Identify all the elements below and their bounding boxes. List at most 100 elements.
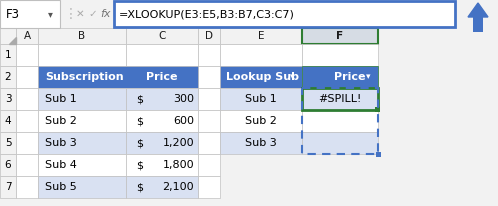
Bar	[198, 132, 220, 154]
Bar	[302, 44, 378, 66]
Bar	[0, 176, 16, 198]
Bar	[302, 88, 378, 154]
Bar	[220, 28, 302, 44]
Bar	[16, 66, 38, 88]
Text: Sub 3: Sub 3	[245, 138, 277, 148]
Bar	[38, 88, 126, 110]
Bar	[220, 66, 302, 88]
Bar	[126, 44, 198, 66]
Polygon shape	[9, 37, 16, 44]
Text: Sub 5: Sub 5	[45, 182, 77, 192]
Bar	[16, 176, 38, 198]
Text: 1,800: 1,800	[162, 160, 194, 170]
Text: $: $	[136, 116, 143, 126]
Text: C: C	[158, 31, 166, 41]
Bar	[220, 132, 302, 154]
Bar	[0, 0, 60, 28]
Bar	[0, 44, 16, 66]
Bar	[16, 88, 38, 110]
Text: Price: Price	[146, 72, 178, 82]
Bar	[302, 88, 378, 110]
Bar	[0, 88, 16, 110]
Text: Sub 4: Sub 4	[45, 160, 77, 170]
Bar	[302, 132, 378, 154]
Bar	[38, 132, 126, 154]
Bar	[375, 151, 380, 157]
Bar	[198, 28, 220, 44]
Bar	[16, 132, 38, 154]
Text: F: F	[337, 31, 344, 41]
Text: 7: 7	[4, 182, 11, 192]
Text: $: $	[136, 94, 143, 104]
Text: fx: fx	[100, 9, 111, 19]
Text: 4: 4	[4, 116, 11, 126]
Text: 1: 1	[4, 50, 11, 60]
Bar	[374, 107, 379, 111]
Bar	[198, 44, 220, 66]
Bar	[198, 88, 220, 110]
Text: Sub 1: Sub 1	[245, 94, 277, 104]
Text: 6: 6	[4, 160, 11, 170]
Text: 5: 5	[4, 138, 11, 148]
Text: ▾: ▾	[290, 73, 294, 82]
Bar	[0, 110, 16, 132]
Bar	[0, 28, 16, 44]
Bar	[126, 132, 198, 154]
Bar	[38, 176, 126, 198]
Bar	[126, 28, 198, 44]
Text: D: D	[205, 31, 213, 41]
Bar	[16, 110, 38, 132]
Bar	[0, 132, 16, 154]
Bar	[126, 88, 198, 110]
Bar	[38, 44, 126, 66]
Text: B: B	[79, 31, 86, 41]
Text: Sub 3: Sub 3	[45, 138, 77, 148]
Text: F3: F3	[6, 7, 20, 21]
Bar	[16, 28, 38, 44]
Text: 2: 2	[4, 72, 11, 82]
Bar	[302, 28, 378, 44]
Bar	[0, 154, 16, 176]
Text: ✕: ✕	[76, 9, 85, 19]
Bar	[220, 88, 302, 110]
Text: 2,100: 2,100	[162, 182, 194, 192]
Text: $: $	[136, 160, 143, 170]
Text: #SPILL!: #SPILL!	[318, 94, 362, 104]
Text: ▾: ▾	[48, 9, 52, 19]
Polygon shape	[468, 3, 488, 17]
Bar	[126, 154, 198, 176]
Text: E: E	[258, 31, 264, 41]
Text: Subscription: Subscription	[45, 72, 124, 82]
Text: $: $	[136, 182, 143, 192]
Bar	[16, 44, 38, 66]
Bar	[220, 44, 302, 66]
Text: 3: 3	[4, 94, 11, 104]
Text: Sub 2: Sub 2	[245, 116, 277, 126]
Text: Sub 1: Sub 1	[45, 94, 77, 104]
Bar	[38, 110, 126, 132]
Text: =XLOOKUP(E3:E5,B3:B7,C3:C7): =XLOOKUP(E3:E5,B3:B7,C3:C7)	[119, 9, 295, 19]
Text: ⋮: ⋮	[64, 7, 78, 21]
Bar	[126, 176, 198, 198]
Bar	[126, 110, 198, 132]
Bar	[0, 66, 16, 88]
Bar	[38, 66, 198, 88]
Text: 600: 600	[173, 116, 194, 126]
Text: ✓: ✓	[88, 9, 97, 19]
Bar	[198, 66, 220, 88]
Text: $: $	[136, 138, 143, 148]
Bar	[473, 17, 483, 32]
Text: Price: Price	[334, 72, 366, 82]
Text: 300: 300	[173, 94, 194, 104]
Text: Sub 2: Sub 2	[45, 116, 77, 126]
Text: A: A	[23, 31, 30, 41]
Bar	[302, 66, 378, 88]
Bar	[198, 176, 220, 198]
Bar	[198, 154, 220, 176]
Bar	[38, 28, 126, 44]
Bar	[38, 154, 126, 176]
Text: 1,200: 1,200	[162, 138, 194, 148]
Bar	[16, 154, 38, 176]
Text: ▾: ▾	[366, 73, 370, 82]
Bar	[302, 110, 378, 132]
